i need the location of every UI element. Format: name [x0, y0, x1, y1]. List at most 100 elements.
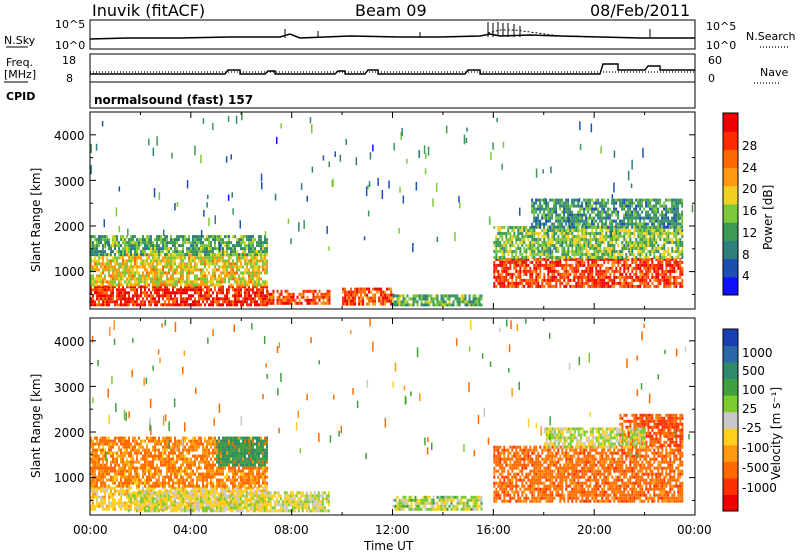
power-cell: [573, 201, 576, 205]
power-cell: [667, 216, 670, 220]
power-cell: [605, 201, 608, 205]
power-scatter-cell: [424, 168, 427, 175]
nave-tick-bottom: 0: [708, 72, 715, 85]
power-cell: [635, 225, 638, 229]
power-cell: [581, 269, 584, 273]
power-cell: [607, 216, 610, 220]
power-cell: [655, 238, 658, 241]
power-cell: [186, 280, 188, 284]
power-cell: [643, 281, 646, 285]
power-cell: [603, 275, 606, 279]
power-cell: [142, 297, 144, 301]
power-cell: [220, 277, 222, 281]
power-cell: [358, 296, 361, 300]
power-cell: [671, 250, 674, 253]
power-cell: [412, 294, 415, 298]
power-cell: [90, 283, 92, 287]
power-cell: [218, 235, 220, 239]
power-cell: [160, 274, 162, 278]
power-cell: [513, 284, 516, 288]
power-cell: [126, 250, 128, 254]
power-cell: [587, 225, 590, 229]
power-cell: [344, 287, 347, 291]
velocity-cell: [120, 489, 122, 493]
power-cell: [591, 284, 594, 288]
power-cell: [625, 281, 628, 285]
power-cell: [537, 198, 540, 202]
power-cell: [92, 280, 94, 284]
power-cell: [366, 293, 369, 297]
power-cell: [609, 232, 612, 235]
power-cell: [242, 265, 244, 269]
velocity-cell: [152, 486, 154, 490]
power-cell: [350, 299, 353, 303]
power-cell: [106, 297, 108, 301]
power-cell: [613, 272, 616, 276]
power-cell: [647, 241, 650, 244]
power-cell: [230, 262, 232, 266]
power-cell: [364, 290, 367, 294]
power-cell: [344, 299, 347, 303]
power-cell: [166, 294, 168, 298]
power-cell: [503, 266, 506, 270]
power-cell: [599, 241, 602, 244]
power-cell: [172, 285, 174, 289]
power-cell: [356, 293, 359, 297]
power-cell: [569, 241, 572, 244]
power-cell: [599, 232, 602, 235]
power-cell: [623, 201, 626, 205]
power-cell: [603, 281, 606, 285]
power-cell: [188, 288, 190, 292]
power-cell: [623, 281, 626, 285]
power-cell: [645, 201, 648, 205]
power-cell: [581, 257, 584, 261]
power-cell: [595, 263, 598, 267]
power-cell: [559, 222, 562, 226]
power-cell: [384, 290, 387, 294]
power-cell: [577, 235, 580, 238]
power-cell: [659, 213, 662, 217]
power-cell: [156, 285, 158, 289]
power-cell: [184, 235, 186, 239]
power-cell: [631, 219, 634, 223]
power-cell: [547, 284, 550, 288]
power-cell: [98, 235, 100, 239]
power-cell: [645, 225, 648, 229]
power-cell: [665, 266, 668, 270]
power-cell: [232, 259, 234, 263]
power-cell: [128, 297, 130, 301]
power-cell: [627, 216, 630, 220]
power-cell: [525, 257, 528, 261]
power-cell: [480, 294, 483, 298]
power-cell: [396, 303, 399, 307]
power-cell: [402, 303, 405, 307]
power-cell: [134, 288, 136, 292]
power-cell: [665, 216, 668, 220]
power-cell: [444, 294, 447, 298]
power-cell: [571, 238, 574, 241]
power-cell: [258, 253, 260, 257]
power-cell: [94, 268, 96, 272]
power-cell: [182, 247, 184, 251]
power-cell: [623, 235, 626, 238]
power-cell: [673, 213, 676, 217]
velocity-cell: [160, 498, 162, 502]
power-cell: [458, 303, 461, 307]
power-cell: [134, 294, 136, 298]
power-cell: [669, 207, 672, 211]
power-cell: [557, 278, 560, 282]
power-cell: [172, 253, 174, 257]
power-cell: [254, 238, 256, 242]
power-cell: [176, 268, 178, 272]
power-cell: [557, 256, 560, 259]
power-scatter-cell: [501, 163, 503, 170]
power-cell: [172, 265, 174, 269]
velocity-cell: [238, 489, 240, 493]
power-cell: [529, 275, 532, 279]
power-cell: [408, 303, 411, 307]
power-cell: [248, 241, 250, 245]
power-cell: [116, 294, 118, 298]
power-cell: [675, 232, 678, 235]
power-cell: [474, 300, 477, 304]
power-cell: [154, 285, 156, 289]
